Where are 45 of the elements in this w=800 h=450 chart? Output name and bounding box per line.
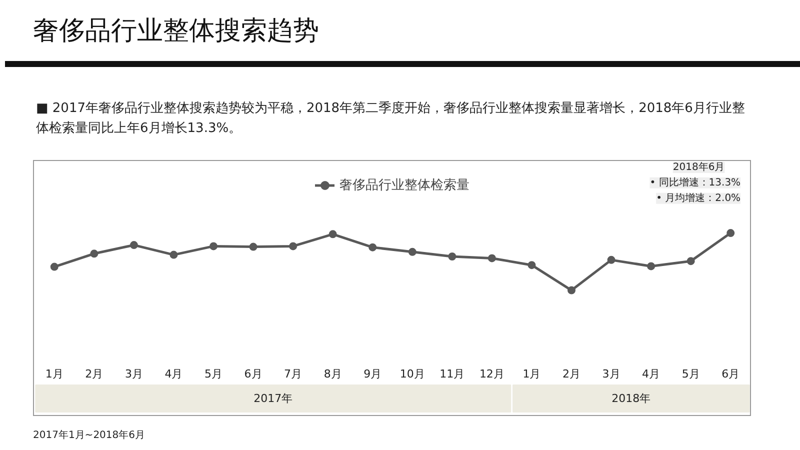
x-tick-label: 12月: [479, 368, 504, 380]
point: [647, 262, 656, 270]
x-tick-label: 4月: [164, 368, 183, 380]
text: 2017年1月~2018年6月: [33, 429, 146, 443]
x-tick-label: 2月: [562, 368, 580, 380]
point: [528, 261, 536, 270]
point: [368, 243, 377, 252]
x-tick-label: 3月: [602, 368, 620, 380]
point: [90, 250, 98, 258]
text: 2017年: [254, 392, 293, 405]
x-tick-label: 11月: [440, 368, 465, 380]
point: [328, 230, 337, 238]
x-tick-label: 7月: [284, 368, 302, 380]
point: [50, 262, 58, 271]
x-tick-label: 5月: [204, 368, 222, 380]
point: [289, 242, 298, 250]
point: [726, 229, 735, 238]
point: [686, 257, 695, 266]
point: [170, 250, 178, 259]
text: • 月均增速：2.0%: [656, 192, 741, 204]
x-tick-label: 9月: [364, 368, 382, 380]
x-tick-label: 6月: [722, 368, 740, 380]
x-tick-label: 1月: [522, 368, 541, 380]
text: 2018年6月: [672, 160, 725, 173]
point: [408, 248, 416, 256]
text: 2018年: [612, 392, 651, 405]
x-tick-label: 6月: [244, 368, 262, 380]
x-tick-label: 1月: [45, 368, 64, 380]
point: [568, 286, 576, 294]
x-tick-label: 3月: [124, 368, 143, 380]
x-tick-label: 5月: [682, 368, 700, 380]
point: [488, 254, 496, 262]
point: [249, 242, 258, 251]
point: [607, 256, 616, 264]
x-tick-label: 2月: [85, 368, 104, 380]
text: • 同比增速：13.3%: [650, 176, 741, 188]
point: [130, 241, 138, 250]
chart-subtitle: ■ 2017年奢侈品行业整体搜索趋势较为平稳，2018年第二季度开始，奢侈品行业整体搜索量显著增长，2018年6月行业整体检索量同比上年6月增长13.3%。: [36, 100, 746, 138]
x-tick-label: 8月: [324, 368, 342, 380]
chart-title: 奢侈品行业整体搜索趋势: [33, 15, 319, 48]
x-tick-label: 10月: [400, 368, 425, 380]
legend-label: 奢侈品行业整体检索量: [340, 177, 470, 194]
x-tick-label: 4月: [642, 368, 660, 380]
point: [448, 252, 456, 260]
point: [210, 242, 218, 250]
